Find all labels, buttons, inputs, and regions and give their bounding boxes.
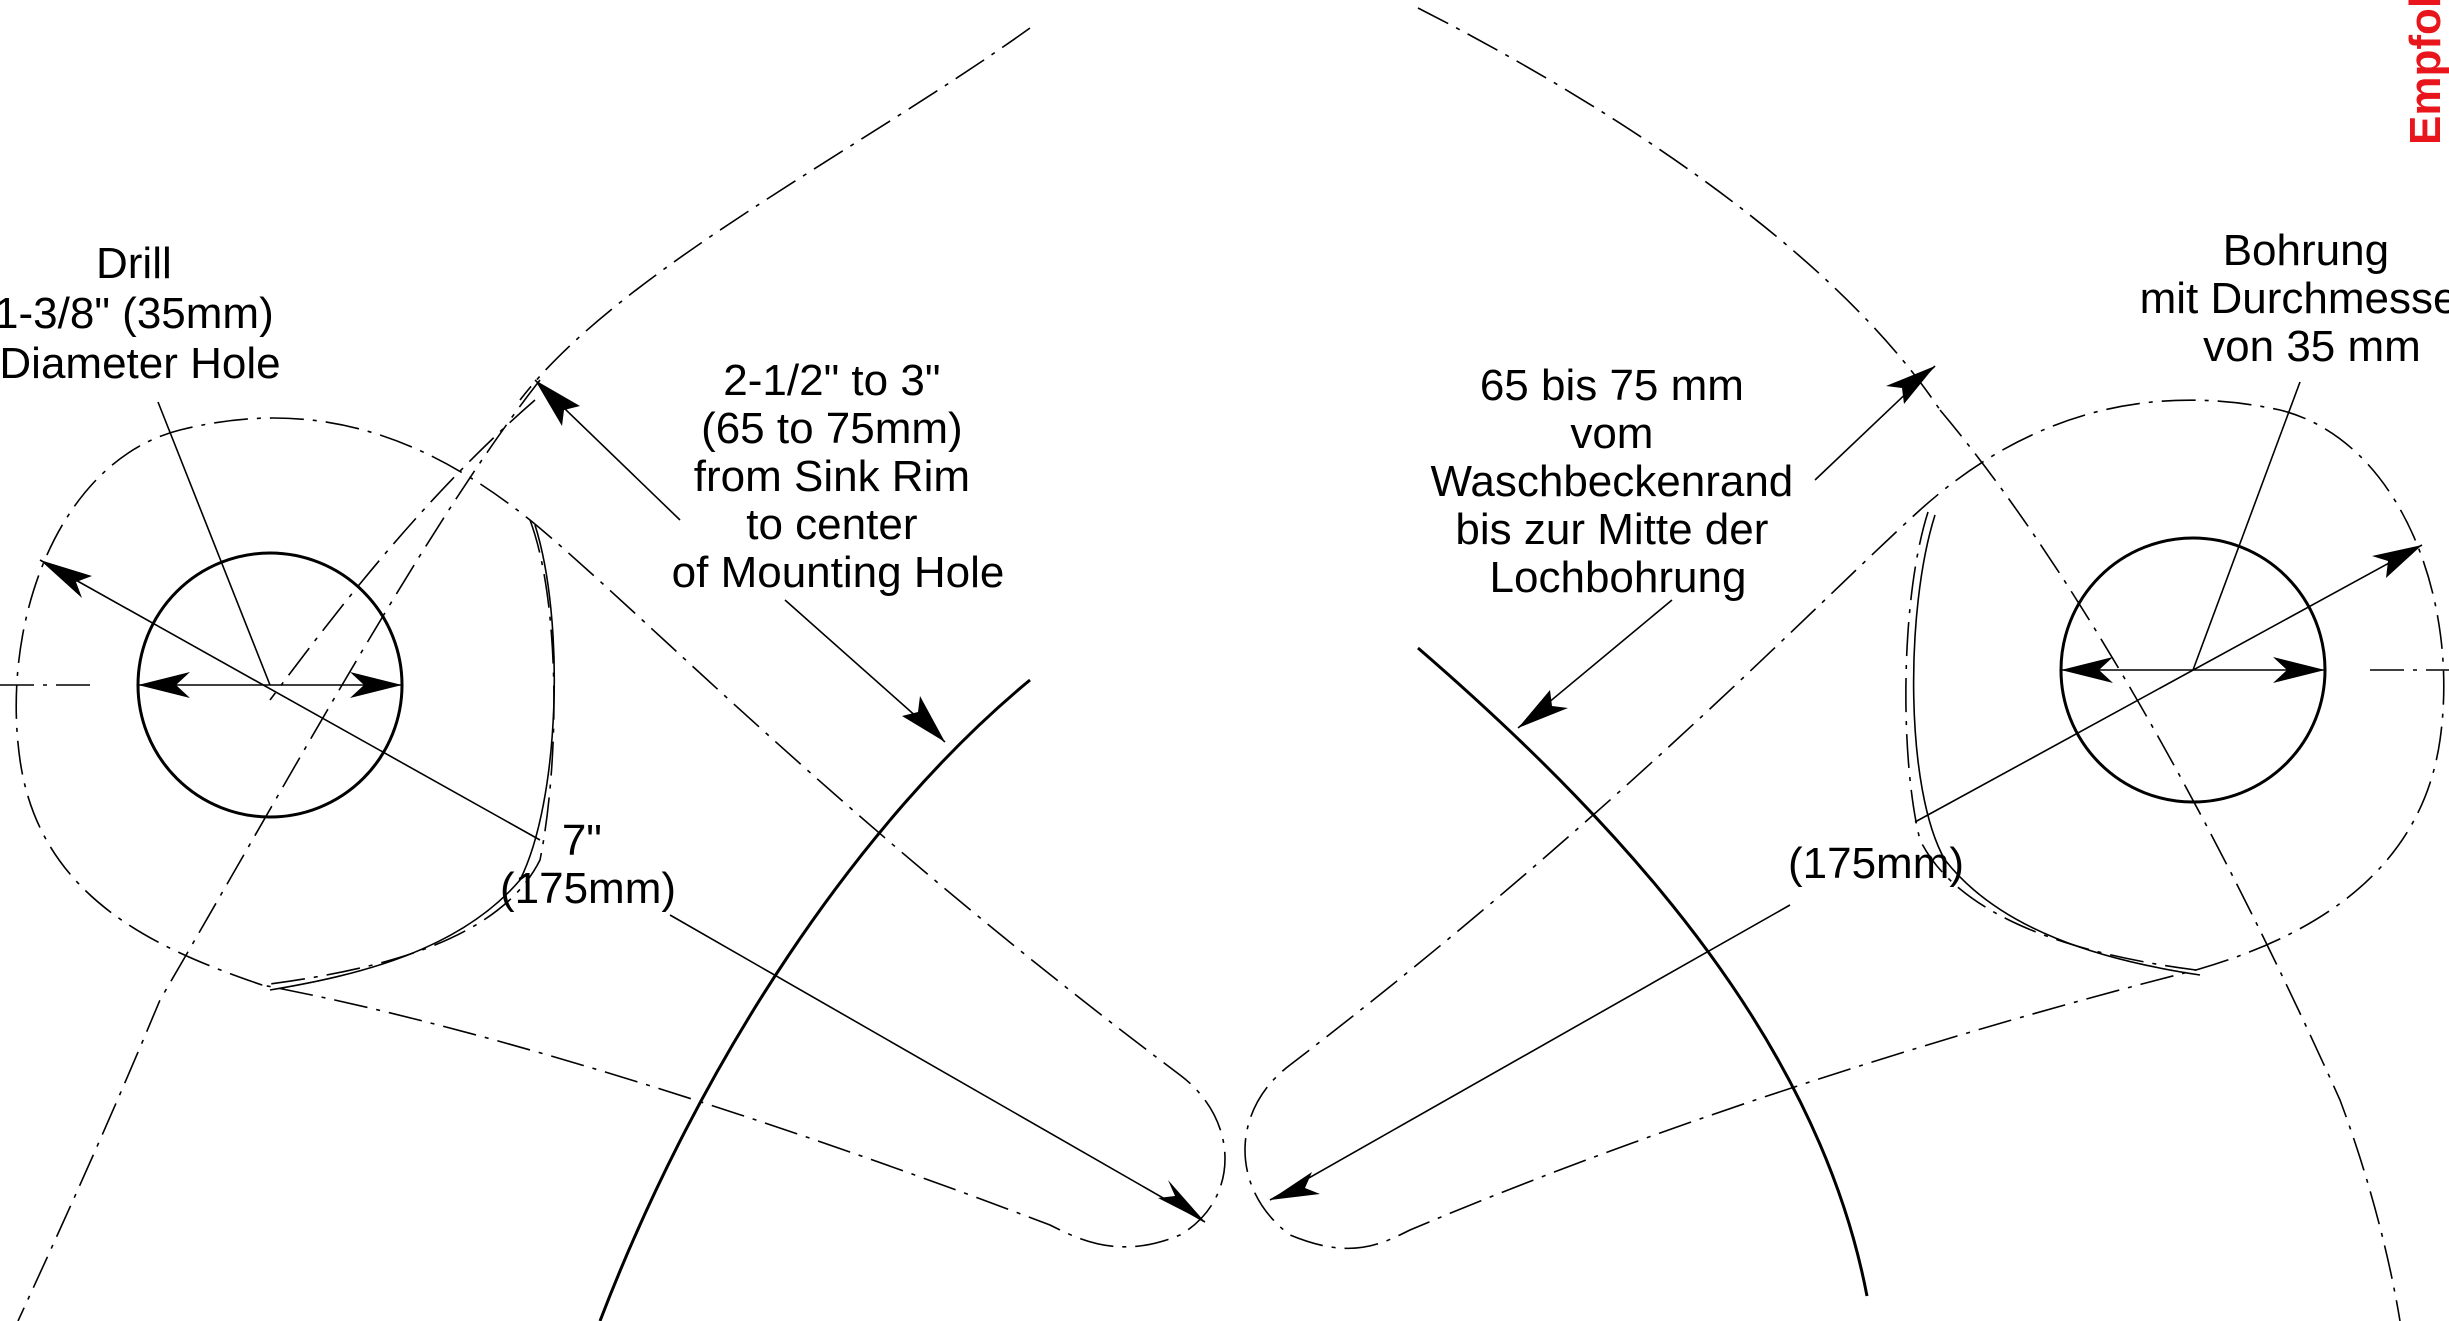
left-swivel-inner-edge	[261, 519, 555, 986]
right-drill-label: Bohrung mit Durchmesser von 35 mm	[2140, 226, 2449, 371]
right-distance-arrow-2	[1518, 690, 1568, 728]
left-guide-line	[17, 379, 541, 1321]
left-diameter-arrow-left	[138, 672, 190, 698]
right-radius-line-1: (175mm)	[1788, 839, 1964, 888]
right-drill-line-3: von 35 mm	[2203, 322, 2421, 371]
right-drill-line-1: Bohrung	[2223, 226, 2389, 275]
left-radius-line-1: 7"	[562, 816, 602, 865]
right-distance-arrow	[1886, 366, 1935, 404]
left-distance-line-2: (65 to 75mm)	[701, 404, 963, 453]
left-distance-line-1: 2-1/2" to 3"	[723, 356, 940, 405]
right-175-leader	[1269, 904, 1791, 1201]
left-radius-line-2: (175mm)	[500, 864, 676, 913]
right-radius-line	[1914, 544, 2423, 823]
right-drill-line-2: mit Durchmesser	[2140, 274, 2449, 323]
left-drill-line-2: 1-3/8" (35mm)	[0, 289, 274, 338]
right-diameter-arrow-right	[2273, 657, 2325, 683]
sink-bowl-edge-right	[1417, 646, 1869, 1297]
left-distance-line-3: from Sink Rim	[694, 452, 970, 501]
right-swivel-inner-edge-2	[1912, 514, 2201, 976]
left-radius-arrow	[40, 560, 92, 598]
right-distance-line-2: vom	[1570, 409, 1653, 458]
left-distance-line-4: to center	[746, 500, 917, 549]
right-distance-line-5: Lochbohrung	[1490, 553, 1747, 602]
right-swivel-inner-edge	[1905, 511, 2197, 971]
side-note-text: Empfohl	[2401, 0, 2449, 145]
left-drill-leader	[157, 401, 271, 686]
left-radius-label: 7" (175mm)	[500, 816, 676, 913]
sink-bowl-edge-left	[598, 678, 1031, 1321]
left-distance-arrow	[535, 380, 580, 426]
left-175-arrow	[1158, 1180, 1205, 1222]
sink-rim-outer-right	[1417, 7, 1941, 411]
sink-rim-outer-left	[519, 27, 1031, 401]
right-drill-leader	[2192, 381, 2301, 671]
left-swivel-outline	[15, 417, 1226, 1248]
right-175-arrow	[1270, 1172, 1320, 1200]
left-drill-label: Drill 1-3/8" (35mm) Diameter Hole	[0, 239, 286, 388]
left-radius-line	[39, 559, 541, 841]
right-distance-line-4: bis zur Mitte der	[1455, 505, 1768, 554]
right-distance-label: 65 bis 75 mm vom Waschbeckenrand bis zur…	[1430, 361, 1805, 602]
right-guide-line	[1939, 409, 2401, 1321]
right-distance-line-3: Waschbeckenrand	[1430, 457, 1793, 506]
left-drill-line-3: Diameter Hole	[0, 339, 281, 388]
right-diameter-arrow-left	[2061, 657, 2113, 683]
right-swivel-outline	[1244, 399, 2445, 1250]
left-distance-line-5: of Mounting Hole	[672, 548, 1005, 597]
left-swivel-inner-edge-2	[269, 524, 556, 991]
left-drill-line-1: Drill	[96, 239, 172, 288]
left-distance-arrow-2	[902, 696, 945, 742]
right-radius-arrow	[2372, 545, 2422, 578]
left-distance-label: 2-1/2" to 3" (65 to 75mm) from Sink Rim …	[672, 356, 1005, 597]
left-diameter-arrow-right	[350, 672, 402, 698]
left-175-leader	[669, 914, 1206, 1223]
right-radius-label: (175mm)	[1788, 839, 1964, 888]
left-center-arc	[269, 399, 536, 701]
right-distance-line-1: 65 bis 75 mm	[1480, 361, 1744, 410]
